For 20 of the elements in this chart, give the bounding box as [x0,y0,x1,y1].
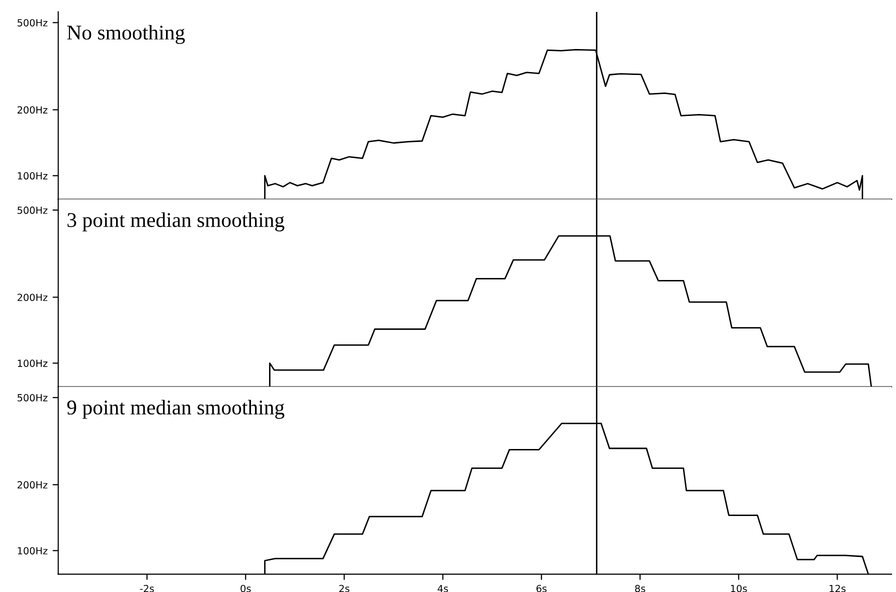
y-tick-label: 200Hz [18,106,48,114]
y-tick-label: 200Hz [18,481,48,489]
x-tick-label: 2s [339,584,350,592]
x-tick-label: 12s [830,584,846,592]
text: 9 point median smoothing [67,400,284,419]
x-tick-label: -2s [140,584,154,592]
y-tick-label: 100Hz [18,547,48,554]
y-tick-label: 500Hz [18,394,48,402]
x-tick-label: 4s [438,584,448,592]
y-tick-label: 100Hz [18,172,48,180]
y-tick-label: 500Hz [18,206,48,214]
y-tick-label: 100Hz [18,360,48,367]
x-tick-label: 10s [731,584,747,592]
x-tick-label: 6s [536,584,547,592]
text: No smoothing [67,24,185,44]
x-tick-label: 8s [635,584,646,592]
y-tick-label: 500Hz [18,19,48,26]
x-tick-label: 0s [240,584,251,592]
text: 3 point median smoothing [68,212,284,232]
y-tick-label: 200Hz [18,294,48,302]
